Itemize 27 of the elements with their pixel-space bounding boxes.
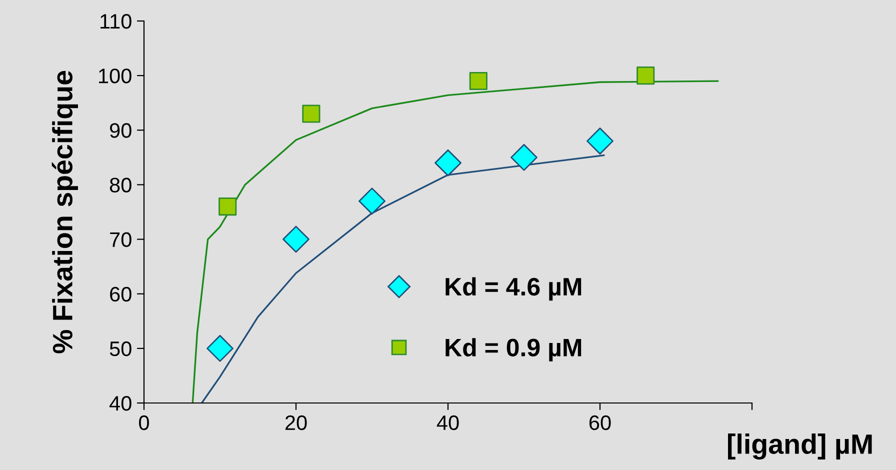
y-tick-label: 70 [110, 232, 132, 248]
y-tick-label: 90 [110, 123, 132, 138]
y-axis-title: % Fixation spécifique [52, 70, 78, 354]
line-series [192, 80, 719, 403]
x-tick-label: 40 [436, 415, 459, 430]
x-tick-label: 0 [139, 415, 149, 430]
x-tick-label: 20 [285, 415, 307, 430]
point [510, 144, 538, 171]
point [434, 149, 462, 176]
point [282, 226, 310, 253]
x-axis-title: [ligand] µM [728, 434, 872, 460]
point [469, 72, 488, 90]
point [358, 188, 386, 215]
point [218, 198, 237, 216]
x-tick-label: 60 [589, 415, 611, 430]
point [206, 334, 234, 362]
y-tick-label: 50 [110, 341, 132, 356]
legend-label: Kd = 4.6 µM [446, 277, 582, 301]
y-tick-label: 60 [110, 286, 132, 302]
point [302, 104, 320, 123]
legend-label: Kd = 0.9 µM [446, 338, 582, 362]
point [586, 128, 614, 155]
y-tick-label: 40 [110, 396, 132, 411]
y-tick-label: 110 [100, 14, 132, 29]
y-tick-label: 80 [110, 178, 132, 192]
y-tick-label: 100 [99, 68, 132, 84]
point [636, 66, 655, 85]
